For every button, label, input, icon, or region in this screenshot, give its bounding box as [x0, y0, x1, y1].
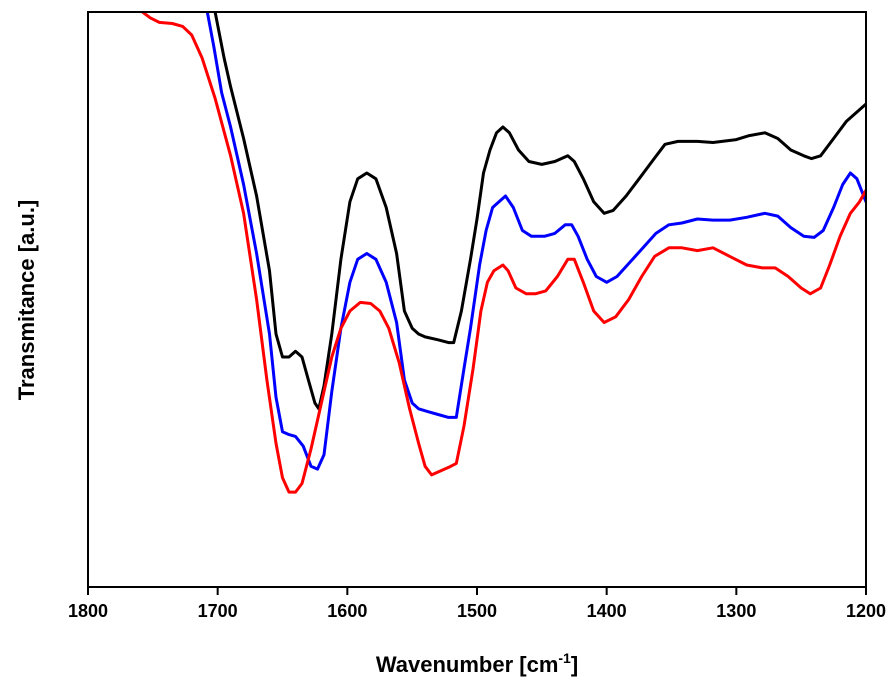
x-axis-title: Wavenumber [cm-1]	[376, 650, 578, 677]
x-tick-label: 1700	[198, 601, 238, 621]
plot-frame	[87, 11, 867, 588]
x-tick-label: 1500	[457, 601, 497, 621]
series-layer	[141, 12, 866, 494]
series-line-3	[141, 12, 866, 494]
x-axis: 1800 1700 1600 1500 1400 1300 1200	[68, 587, 886, 621]
x-tick-label: 1400	[587, 601, 627, 621]
x-tick-label: 1600	[327, 601, 367, 621]
series-line-2	[205, 12, 866, 471]
y-axis-title: Transmitance [a.u.]	[14, 200, 39, 401]
x-tick-label: 1300	[716, 601, 756, 621]
x-tick-label: 1800	[68, 601, 108, 621]
series-line-1	[213, 12, 866, 411]
x-tick-label: 1200	[846, 601, 886, 621]
